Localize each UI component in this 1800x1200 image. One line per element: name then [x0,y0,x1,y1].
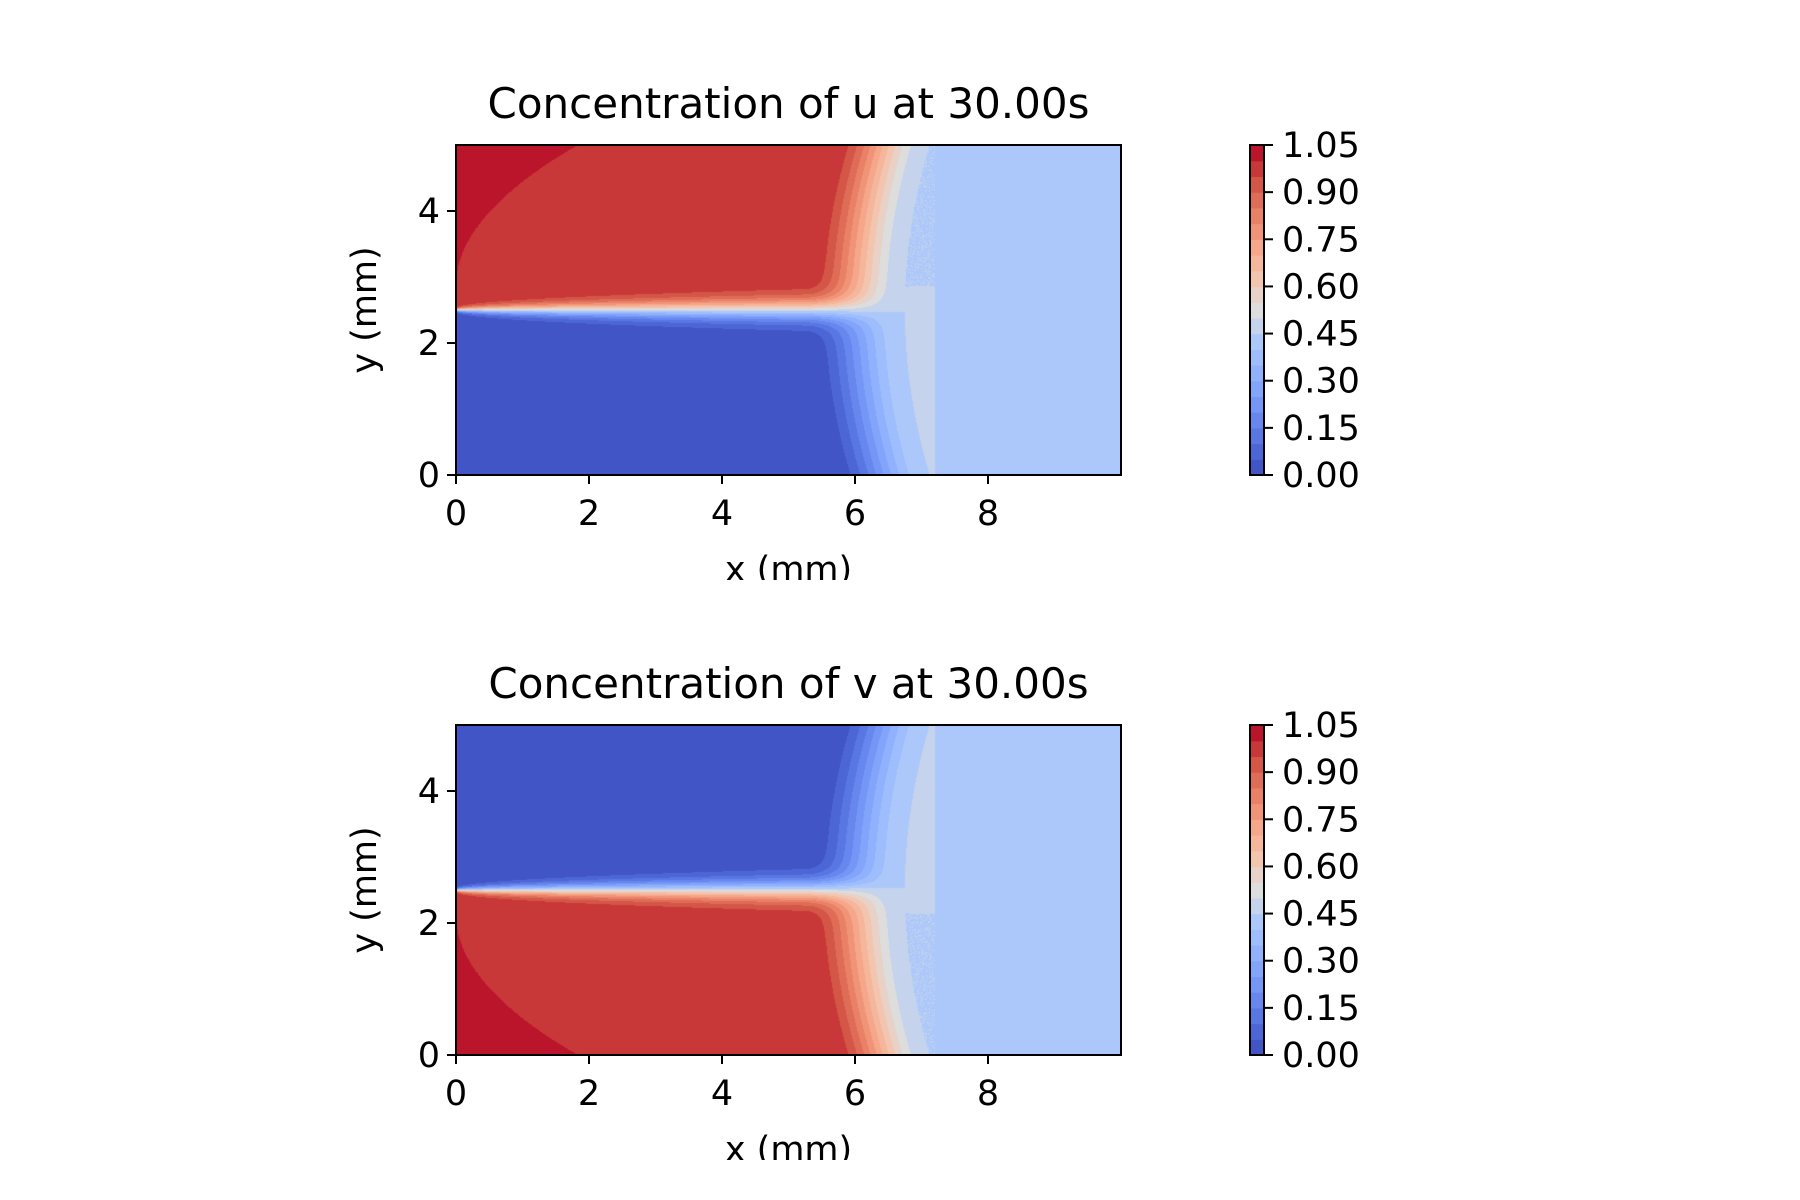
x-tick-label: 8 [977,494,999,534]
colorbar-tick-label: 0.75 [1282,220,1360,260]
colorbar-tick-label: 0.15 [1282,409,1360,449]
x-tick-label: 6 [844,494,866,534]
y-axis-label: y (mm) [345,826,385,953]
colorbar-band [1250,1023,1264,1040]
colorbar-band [1250,349,1264,366]
y-tick-label: 0 [418,456,440,496]
colorbar-band [1250,302,1264,319]
colorbar-band [1250,223,1264,240]
colorbar-band [1250,333,1264,350]
x-tick-label: 2 [578,494,600,534]
colorbar-band [1250,380,1264,398]
colorbar-band [1250,1007,1264,1025]
colorbar: 0.00 0.15 0.30 0.45 0.60 0.75 0.90 1.05 [1249,126,1360,496]
colorbar-band [1250,866,1264,883]
colorbar-tick-label: 0.00 [1282,1036,1360,1076]
plot-frame [455,724,1122,1056]
panel-v: Concentration of v at 30.00s 0 2 4 6 8 0 2 4 x (m… [0,580,1800,1170]
colorbar-band [1250,787,1264,805]
colorbar-band [1250,317,1264,335]
plot-frame [455,144,1122,476]
colorbar-tick-label: 0.45 [1282,315,1360,355]
colorbar-tick-label: 0.60 [1282,847,1360,887]
colorbar-tick-label: 0.90 [1282,753,1360,793]
colorbar-band [1250,160,1264,178]
x-tick-label: 2 [578,1074,600,1114]
y-tick-label: 4 [418,772,440,812]
chart-1: Concentration of v at 30.00s 0 2 4 6 8 0 2 4 x (m… [345,659,1360,1170]
y-tick-label: 0 [418,1036,440,1076]
colorbar-band [1250,882,1264,899]
colorbar-tick-label: 0.75 [1282,800,1360,840]
x-tick-label: 4 [711,494,733,534]
x-tick-label: 6 [844,1074,866,1114]
colorbar-band [1250,145,1264,162]
x-tick-label: 0 [445,1074,467,1114]
colorbar-band [1250,239,1264,256]
colorbar-band [1250,412,1264,429]
panel-u: Concentration of u at 30.00s 0 2 4 6 8 0 2 4 x (m… [0,0,1800,590]
colorbar-tick-label: 0.15 [1282,989,1360,1029]
colorbar-band [1250,365,1264,382]
colorbar-tick-label: 0.45 [1282,895,1360,935]
colorbar: 0.00 0.15 0.30 0.45 0.60 0.75 0.90 1.05 [1249,706,1360,1076]
y-tick-label: 4 [418,192,440,232]
colorbar-band [1250,740,1264,758]
colorbar-band [1250,976,1264,993]
y-axis-label: y (mm) [345,246,385,373]
colorbar-tick-label: 0.30 [1282,942,1360,982]
colorbar-band [1250,897,1264,915]
colorbar-frame [1249,144,1265,476]
chart-title: Concentration of u at 30.00s [488,79,1090,128]
colorbar-tick-label: 0.90 [1282,173,1360,213]
x-tick-label: 8 [977,1074,999,1114]
colorbar-frame [1249,724,1265,1056]
colorbar-band [1250,443,1264,460]
colorbar-band [1250,756,1264,773]
colorbar-band [1250,270,1264,288]
y-tick-label: 2 [418,324,440,364]
colorbar-band [1250,913,1264,930]
colorbar-band [1250,176,1264,193]
colorbar-band [1250,960,1264,978]
contour-field [456,145,1121,475]
colorbar-band [1250,992,1264,1009]
colorbar-band [1250,945,1264,962]
colorbar-band [1250,286,1264,303]
colorbar-band [1250,427,1264,445]
colorbar-band [1250,929,1264,946]
colorbar-band [1250,819,1264,836]
colorbar-band [1250,803,1264,820]
colorbar-band [1250,255,1264,272]
colorbar-band [1250,459,1264,476]
x-tick-label: 4 [711,1074,733,1114]
y-tick-label: 2 [418,904,440,944]
x-axis-label: x (mm) [725,550,852,580]
colorbar-band [1250,1039,1264,1056]
colorbar-band [1250,850,1264,868]
colorbar-band [1250,192,1264,209]
colorbar-band [1250,207,1264,225]
colorbar-tick-label: 0.30 [1282,362,1360,402]
x-axis-label: x (mm) [725,1130,852,1160]
contour-field [456,725,1121,1055]
colorbar-band [1250,396,1264,413]
colorbar-band [1250,835,1264,852]
colorbar-band [1250,772,1264,789]
colorbar-tick-label: 0.00 [1282,456,1360,496]
chart-title: Concentration of v at 30.00s [488,659,1088,708]
colorbar-tick-label: 1.05 [1282,126,1360,166]
x-tick-label: 0 [445,494,467,534]
chart-0: Concentration of u at 30.00s 0 2 4 6 8 0 2 4 x (m… [345,79,1360,590]
colorbar-tick-label: 1.05 [1282,706,1360,746]
colorbar-tick-label: 0.60 [1282,267,1360,307]
colorbar-band [1250,725,1264,742]
